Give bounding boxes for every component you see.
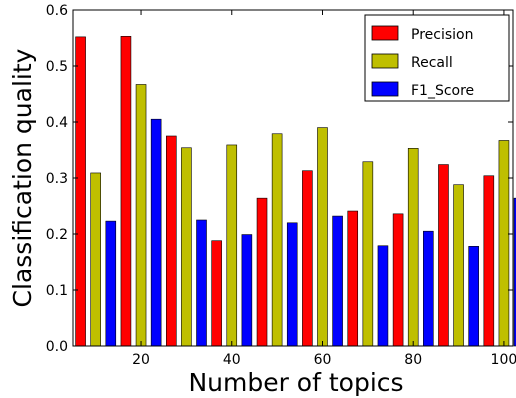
bar-precision-10 [75, 36, 86, 347]
legend: Precision Recall F1_Score [364, 14, 510, 102]
y-tick-label: 0.6 [46, 3, 68, 19]
bar-f1-score-70 [377, 245, 389, 347]
bar-f1-score-30 [196, 219, 207, 347]
bar-f1-score-40 [241, 234, 253, 347]
y-tick-label: 0.1 [46, 283, 68, 299]
y-tick-label: 0.3 [46, 171, 68, 187]
bar-recall-60 [317, 127, 328, 347]
bar-recall-90 [453, 184, 464, 347]
legend-label-precision: Precision [411, 27, 473, 43]
x-tick-label: 100 [491, 352, 516, 368]
bar-recall-20 [135, 84, 147, 347]
bar-f1-score-90 [468, 246, 479, 347]
y-tick-label: 0.4 [46, 115, 68, 131]
x-tick-label: 80 [404, 352, 422, 368]
y-tick-label: 0.2 [46, 227, 68, 243]
ticks-group: 0.0 0.1 0.2 0.3 0.4 0.5 0.6 20 40 60 80 100 [46, 3, 516, 368]
bar-recall-10 [90, 172, 101, 347]
bar-precision-70 [347, 210, 359, 347]
x-tick-label: 40 [223, 352, 241, 368]
bar-recall-70 [362, 161, 374, 347]
bar-f1-score-80 [423, 230, 434, 347]
bar-f1-score-50 [286, 222, 298, 347]
legend-swatch-recall [371, 53, 399, 69]
legend-label-recall: Recall [411, 55, 453, 71]
legend-swatch-precision [371, 25, 399, 41]
bar-recall-50 [271, 133, 283, 347]
bar-precision-40 [211, 240, 222, 347]
bar-precision-30 [166, 135, 177, 347]
bar-f1-score-60 [332, 215, 343, 347]
bar-precision-100 [483, 175, 495, 347]
bar-f1-score-100 [513, 197, 516, 347]
y-tick-label: 0.5 [46, 59, 68, 75]
bar-f1-score-10 [105, 220, 117, 347]
legend-label-f1-score: F1_Score [411, 83, 474, 99]
bars-group [75, 36, 516, 347]
legend-swatch-f1-score [371, 81, 399, 97]
bar-recall-100 [498, 140, 510, 347]
x-tick-label: 20 [132, 352, 150, 368]
bar-precision-90 [438, 164, 449, 347]
bar-recall-30 [181, 147, 192, 347]
bar-recall-40 [226, 144, 238, 347]
bar-precision-50 [256, 197, 268, 347]
x-axis-title: Number of topics [188, 368, 403, 397]
bar-precision-20 [120, 36, 132, 347]
x-tick-label: 60 [314, 352, 332, 368]
y-tick-label: 0.0 [46, 339, 68, 355]
bar-precision-80 [392, 213, 404, 347]
bar-precision-60 [302, 170, 313, 347]
bar-f1-score-20 [150, 118, 162, 347]
y-axis-title: Classification quality [8, 48, 37, 307]
bar-recall-80 [407, 148, 419, 347]
